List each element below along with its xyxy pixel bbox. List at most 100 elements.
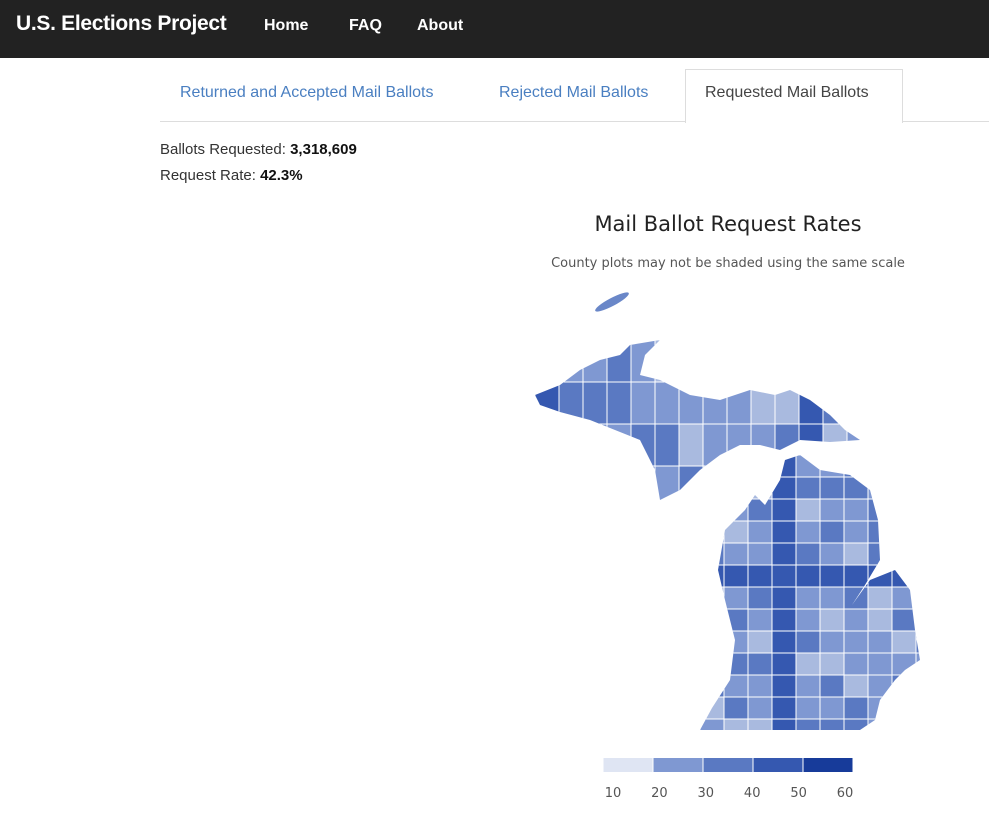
county [819, 520, 845, 544]
county [771, 674, 797, 698]
county [723, 455, 749, 478]
county [678, 423, 704, 467]
county [867, 674, 893, 698]
county [822, 340, 848, 383]
county [606, 465, 632, 500]
county [867, 696, 893, 720]
county [843, 652, 869, 676]
county [771, 498, 797, 522]
county [819, 608, 845, 632]
county [726, 465, 752, 500]
tab[interactable]: Rejected Mail Ballots [499, 84, 649, 101]
county [819, 718, 845, 730]
county [795, 696, 821, 720]
county [891, 674, 917, 698]
county [723, 498, 749, 522]
county [867, 652, 893, 676]
county [700, 718, 725, 730]
county [915, 718, 920, 730]
county [700, 564, 725, 588]
legend-swatch [753, 758, 803, 772]
county [726, 381, 752, 425]
legend-label: 60 [837, 786, 854, 801]
county [678, 340, 704, 383]
county [819, 455, 845, 478]
county [723, 652, 749, 676]
county [915, 542, 920, 566]
nav-link[interactable]: About [417, 17, 464, 34]
county [702, 465, 728, 500]
county [630, 381, 656, 425]
county [700, 542, 725, 566]
county [700, 520, 725, 544]
legend-swatch [603, 758, 653, 772]
county [723, 586, 749, 610]
county [867, 564, 893, 588]
county [819, 498, 845, 522]
county [843, 586, 869, 610]
county [771, 564, 797, 588]
active-tab[interactable] [685, 69, 903, 123]
county [795, 455, 821, 478]
county [726, 423, 752, 467]
nav-link[interactable]: FAQ [349, 17, 382, 34]
county [747, 630, 773, 654]
county [846, 340, 860, 383]
county [558, 340, 584, 383]
county [654, 423, 680, 467]
county [795, 564, 821, 588]
county [891, 520, 917, 544]
county [891, 608, 917, 632]
county [843, 520, 869, 544]
county [915, 652, 920, 676]
county [867, 542, 893, 566]
county [700, 476, 725, 500]
navbar: U.S. Elections Project Home FAQ About [0, 0, 989, 58]
county [747, 498, 773, 522]
county [723, 564, 749, 588]
brand[interactable]: U.S. Elections Project [16, 12, 227, 35]
county [891, 718, 917, 730]
county [702, 423, 728, 467]
county [535, 465, 560, 500]
tab[interactable]: Returned and Accepted Mail Ballots [180, 84, 434, 101]
county [771, 586, 797, 610]
county [819, 542, 845, 566]
county [867, 586, 893, 610]
county [819, 674, 845, 698]
county [750, 423, 776, 467]
county [915, 586, 920, 610]
county [915, 498, 920, 522]
county [915, 608, 920, 632]
county [795, 498, 821, 522]
stat-label: Ballots Requested: [160, 141, 286, 158]
county [846, 423, 860, 467]
county [771, 520, 797, 544]
county [750, 340, 776, 383]
county [891, 630, 917, 654]
legend-swatch [703, 758, 753, 772]
county [819, 476, 845, 500]
county [798, 340, 824, 383]
tab[interactable]: Requested Mail Ballots [705, 84, 869, 101]
county [654, 340, 680, 383]
county [723, 674, 749, 698]
county [795, 652, 821, 676]
county [771, 542, 797, 566]
legend-label: 40 [744, 786, 761, 801]
county [795, 674, 821, 698]
county [819, 564, 845, 588]
tab-border [160, 121, 989, 122]
county [700, 674, 725, 698]
county [747, 696, 773, 720]
county [723, 476, 749, 500]
county [795, 520, 821, 544]
county [819, 586, 845, 610]
county [582, 381, 608, 425]
county [891, 586, 917, 610]
county [843, 674, 869, 698]
county [795, 608, 821, 632]
stat-value: 42.3% [260, 167, 303, 184]
nav-link[interactable]: Home [264, 17, 309, 34]
